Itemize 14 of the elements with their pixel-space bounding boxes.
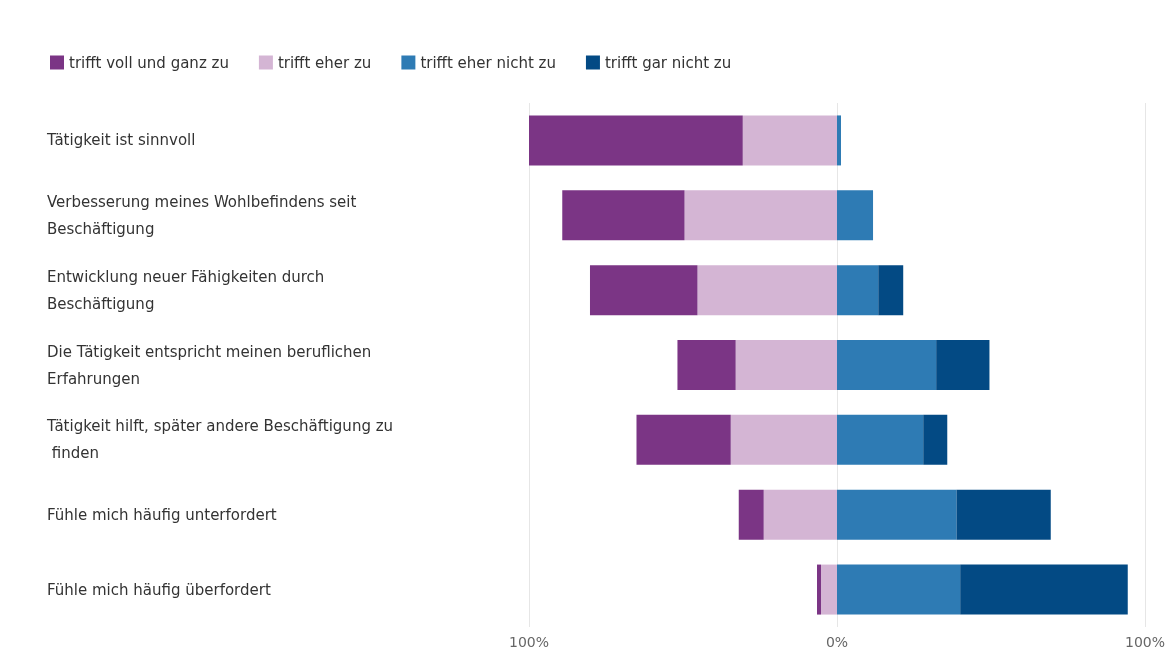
y-tick-label: Tätigkeit ist sinnvoll xyxy=(46,131,196,150)
y-tick-label: Verbesserung meines Wohlbefindens seit Beschäftigung xyxy=(47,192,362,238)
y-tick-label: Fühle mich häufig unterfordert xyxy=(47,505,277,524)
y-tick-label: Tätigkeit hilft, später andere Beschäftigung zu finden xyxy=(46,417,394,463)
legend-label: trifft gar nicht zu xyxy=(604,53,732,72)
x-tick-label: 100% xyxy=(508,634,550,650)
legend-label: trifft eher zu xyxy=(277,53,372,72)
x-tick-label: 0% xyxy=(825,634,849,650)
y-tick-label: Die Tätigkeit entspricht meinen beruflichen Erfahrungen xyxy=(47,342,377,388)
legend-label: trifft eher nicht zu xyxy=(420,53,556,72)
x-tick-label: 100% xyxy=(1124,634,1166,650)
y-tick-label: Fühle mich häufig überfordert xyxy=(47,580,271,599)
y-tick-label: Entwicklung neuer Fähigkeiten durch Beschäftigung xyxy=(47,267,330,313)
legend-label: trifft voll und ganz zu xyxy=(69,53,229,72)
